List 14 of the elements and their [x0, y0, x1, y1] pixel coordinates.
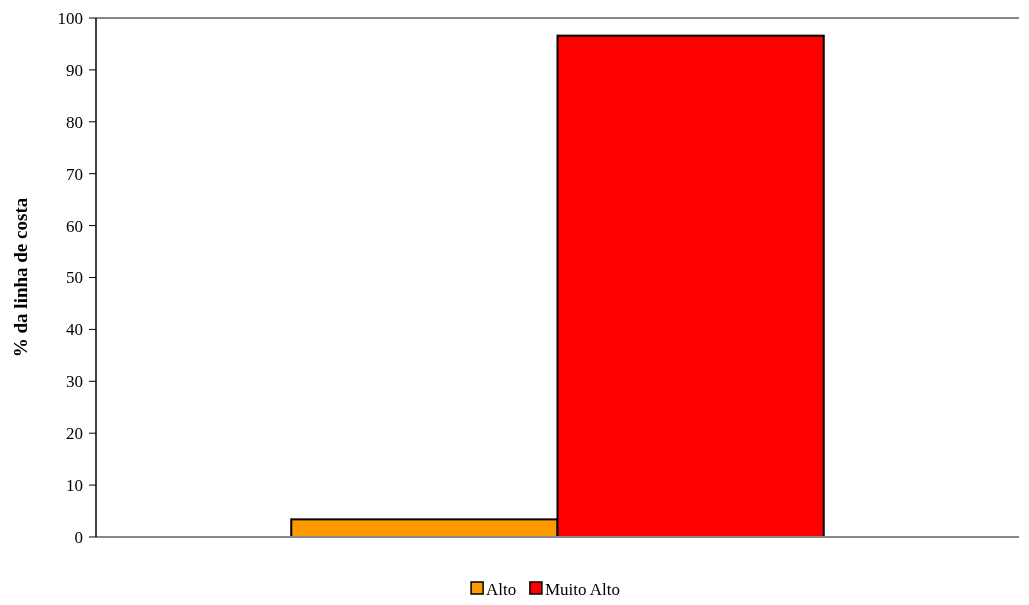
y-tick-label: 30 — [66, 372, 83, 392]
y-tick-label: 10 — [66, 476, 83, 496]
legend-label: Muito Alto — [544, 580, 621, 599]
y-tick-label: 40 — [66, 320, 83, 340]
y-tick-label: 80 — [66, 112, 83, 132]
y-tick-label: 100 — [57, 8, 83, 28]
y-tick-label: 70 — [66, 164, 83, 184]
y-tick-label: 0 — [74, 527, 83, 547]
y-tick-label: 90 — [66, 60, 83, 80]
y-axis-title: % da linha de costa — [10, 197, 31, 358]
legend-label: Alto — [486, 580, 517, 599]
y-tick-label: 50 — [66, 268, 83, 288]
y-tick-label: 60 — [66, 216, 83, 236]
y-tick-label: 20 — [66, 424, 83, 444]
